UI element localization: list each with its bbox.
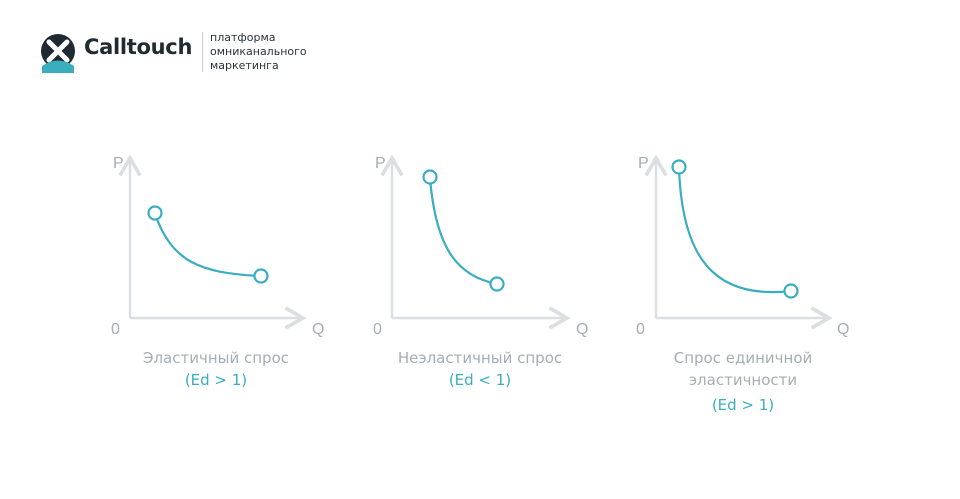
- diagram-unit-elastic: P Q 0: [636, 154, 849, 338]
- caption-title: эластичности: [688, 371, 798, 389]
- x-axis-label: Q: [837, 321, 849, 338]
- brand-tagline: платформа омниканального маркетинга: [210, 31, 307, 73]
- caption-elastic: Эластичный спрос (Ed > 1): [116, 347, 316, 391]
- tagline-line: омниканального: [210, 45, 307, 58]
- brand-divider: [202, 32, 203, 72]
- caption-title: Эластичный спрос: [142, 349, 289, 367]
- curve-end-point: [253, 268, 269, 284]
- y-axis-label: P: [375, 155, 386, 172]
- tagline-line: платформа: [210, 31, 276, 44]
- caption-inelastic: Неэластичный спрос (Ed < 1): [370, 347, 590, 391]
- caption-unit-elastic: Спрос единичной эластичности (Ed > 1): [643, 347, 843, 416]
- curve-end-point: [489, 276, 505, 292]
- curve-start-point: [422, 169, 438, 185]
- diagram-inelastic: P Q 0: [373, 154, 588, 338]
- demand-curve: [677, 167, 792, 294]
- caption-title: Спрос единичной: [673, 349, 813, 367]
- caption-condition: (Ed > 1): [711, 396, 775, 414]
- y-axis-label: P: [638, 155, 649, 172]
- x-axis-label: Q: [312, 321, 324, 338]
- x-axis-label: Q: [576, 321, 588, 338]
- origin-label: 0: [373, 321, 382, 338]
- curve-start-point: [671, 159, 687, 175]
- curve-start-point: [147, 205, 163, 221]
- brand-name: Calltouch: [84, 35, 193, 59]
- curve-end-point: [783, 283, 799, 299]
- calltouch-logo-icon: [41, 34, 75, 73]
- caption-condition: (Ed < 1): [448, 371, 512, 389]
- y-axis-label: P: [113, 155, 124, 172]
- demand-curve: [428, 177, 498, 286]
- demand-curve: [153, 213, 261, 278]
- origin-label: 0: [636, 321, 645, 338]
- caption-condition: (Ed > 1): [184, 371, 248, 389]
- caption-title: Неэластичный спрос: [397, 349, 563, 367]
- diagram-elastic: P Q 0: [111, 154, 324, 338]
- tagline-line: маркетинга: [210, 59, 279, 72]
- origin-label: 0: [111, 321, 120, 338]
